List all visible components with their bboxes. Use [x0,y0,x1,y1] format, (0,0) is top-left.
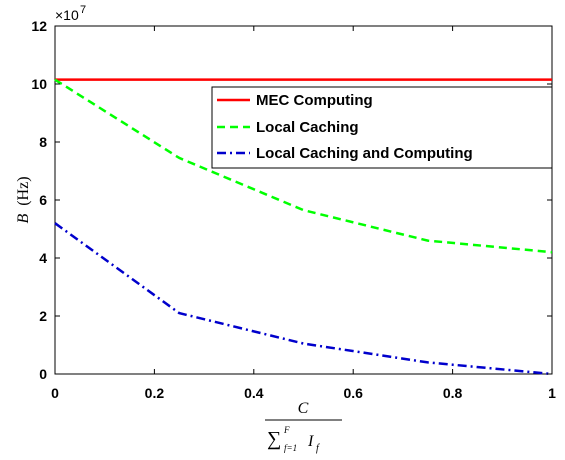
x-axis-label: C ∑ F f=1 I f [265,400,342,454]
x-tick-label-0: 0 [51,385,59,401]
series-layer [54,78,553,376]
y-axis-label-var: B [15,214,32,224]
y-axis-label-unit: (Hz) [15,176,32,205]
y-tick-label-5: 10 [31,76,47,92]
x-axis-label-term: I [307,433,314,450]
legend: MEC Computing Local Caching Local Cachin… [211,86,553,169]
legend-label-local-caching-and-computing: Local Caching and Computing [256,145,473,162]
series-line-local-caching-and-computing [54,222,553,376]
y-tick-label-6: 12 [31,18,47,34]
svg-text:B (Hz): B (Hz) [15,176,32,223]
y-tick-label-3: 6 [39,192,47,208]
legend-label-local-caching: Local Caching [256,119,359,136]
x-tick-label-1: 0.2 [145,385,165,401]
legend-box [211,86,553,169]
y-tick-label-0: 0 [39,366,47,382]
y-multiplier: ×10 7 [55,4,86,23]
x-tick-label-5: 1 [548,385,556,401]
x-axis-label-numerator: C [298,400,309,417]
plot-area [54,25,553,375]
y-axis-label: B (Hz) [15,176,32,223]
y-tick-label-1: 2 [39,308,47,324]
x-tick-label-2: 0.4 [244,385,264,401]
x-axis-label-term-sub: f [316,443,320,454]
y-tick-label-2: 4 [39,250,47,266]
x-axis-label-sub: f=1 [284,443,297,453]
y-tick-label-4: 8 [39,134,47,150]
x-axis-label-sum: ∑ [267,428,281,450]
x-axis-label-sup: F [283,425,290,435]
x-tick-label-3: 0.6 [343,385,363,401]
x-tick-label-4: 0.8 [443,385,463,401]
series-line-local-caching [54,78,553,254]
y-multiplier-exponent: 7 [80,4,86,16]
legend-label-mec-computing: MEC Computing [256,92,373,109]
y-multiplier-base: ×10 [55,7,79,23]
